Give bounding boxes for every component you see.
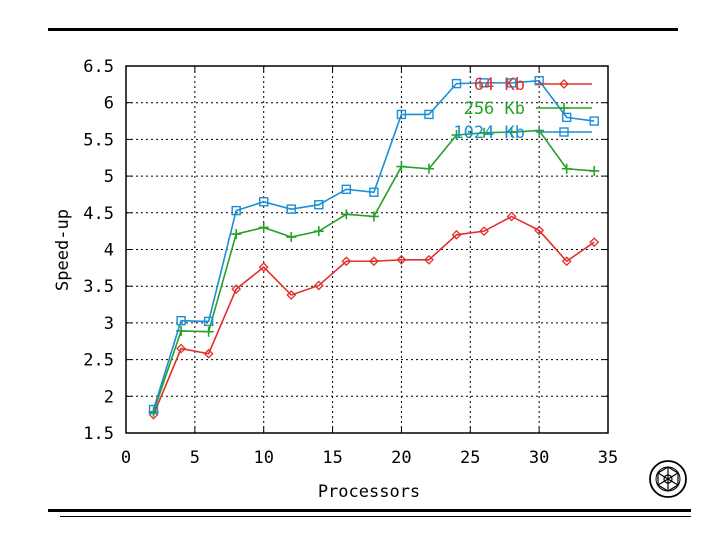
legend-marker	[559, 103, 569, 113]
data-point	[368, 256, 379, 267]
data-point	[561, 256, 572, 267]
data-point	[314, 200, 324, 210]
data-point	[479, 226, 489, 237]
data-point	[203, 326, 214, 337]
data-point	[561, 112, 572, 123]
top-rule	[48, 28, 678, 31]
data-point	[286, 290, 297, 300]
data-point	[231, 229, 242, 240]
data-point	[203, 348, 214, 359]
data-point	[313, 226, 324, 237]
data-point	[286, 204, 296, 214]
data-point	[259, 197, 269, 207]
data-point	[203, 316, 214, 327]
bottom-rule-thin	[60, 516, 691, 517]
x-tick-label: 20	[391, 448, 411, 468]
data-point	[424, 254, 434, 265]
data-point	[506, 127, 517, 138]
series-64-kb	[148, 211, 600, 420]
series-line	[152, 215, 595, 415]
series-1024-kb	[148, 75, 599, 415]
x-axis-label: Processors	[318, 482, 420, 502]
bottom-rule	[48, 509, 691, 512]
grid	[126, 66, 608, 433]
legend-label: 1024 Kb	[453, 123, 525, 143]
data-point	[396, 109, 407, 120]
data-point	[589, 165, 600, 176]
y-tick-label: 2	[104, 387, 114, 407]
data-point	[231, 205, 241, 216]
series-256-kb	[148, 125, 600, 417]
data-point	[341, 256, 352, 267]
y-tick-label: 5.5	[83, 130, 114, 150]
data-point	[341, 184, 352, 195]
data-point	[479, 127, 490, 138]
data-point	[286, 232, 297, 243]
y-tick-label: 3.5	[83, 277, 114, 297]
data-point	[176, 315, 186, 326]
data-point	[589, 116, 599, 126]
y-axis-label: Speed-up	[53, 209, 73, 291]
series-layer	[148, 75, 600, 420]
logo-icon	[649, 460, 687, 498]
axis-ticks: 0 5 10 15 20 25 30 35 1.5 2 2.5 3 3.5 4 4.5 5 5.5 6 6.5	[83, 57, 618, 468]
series-line	[152, 79, 595, 410]
x-tick-label: 35	[598, 448, 618, 468]
legend-item: 256 Kb	[464, 99, 592, 119]
legend: 64 Kb 256 Kb 1024 Kb	[453, 75, 592, 143]
y-tick-label: 3	[104, 314, 114, 334]
y-tick-label: 2.5	[83, 351, 114, 371]
data-point	[258, 262, 269, 273]
x-tick-label: 25	[460, 448, 480, 468]
data-point	[396, 254, 407, 265]
data-point	[258, 222, 269, 233]
data-point	[424, 109, 434, 120]
data-point	[451, 229, 462, 240]
data-point	[534, 225, 545, 236]
data-point	[589, 237, 600, 248]
x-tick-label: 15	[322, 448, 342, 468]
data-point	[479, 78, 489, 88]
data-point	[148, 404, 159, 415]
legend-item: 1024 Kb	[453, 123, 592, 143]
data-point	[451, 129, 462, 140]
data-point	[231, 284, 242, 295]
x-tick-label: 30	[529, 448, 549, 468]
x-tick-label: 5	[190, 448, 200, 468]
legend-marker	[559, 127, 569, 137]
data-point	[368, 211, 379, 222]
y-tick-label: 6	[104, 94, 114, 114]
data-point	[341, 209, 352, 220]
data-point	[506, 78, 517, 88]
data-point	[451, 78, 462, 89]
y-tick-label: 4.5	[83, 204, 114, 224]
y-tick-label: 6.5	[83, 57, 114, 77]
legend-marker	[559, 79, 569, 89]
data-point	[369, 187, 379, 197]
y-tick-label: 5	[104, 167, 114, 187]
legend-label: 256 Kb	[464, 99, 525, 119]
legend-label: 64 Kb	[474, 75, 525, 95]
y-tick-label: 4	[104, 241, 114, 261]
data-point	[176, 343, 187, 354]
legend-item: 64 Kb	[474, 75, 592, 95]
x-tick-label: 0	[121, 448, 131, 468]
data-point	[313, 280, 324, 291]
data-point	[534, 125, 545, 136]
data-point	[423, 163, 434, 174]
data-point	[506, 211, 517, 222]
x-tick-label: 10	[253, 448, 273, 468]
data-point	[396, 161, 407, 172]
data-point	[561, 163, 572, 174]
y-tick-label: 1.5	[83, 424, 114, 444]
